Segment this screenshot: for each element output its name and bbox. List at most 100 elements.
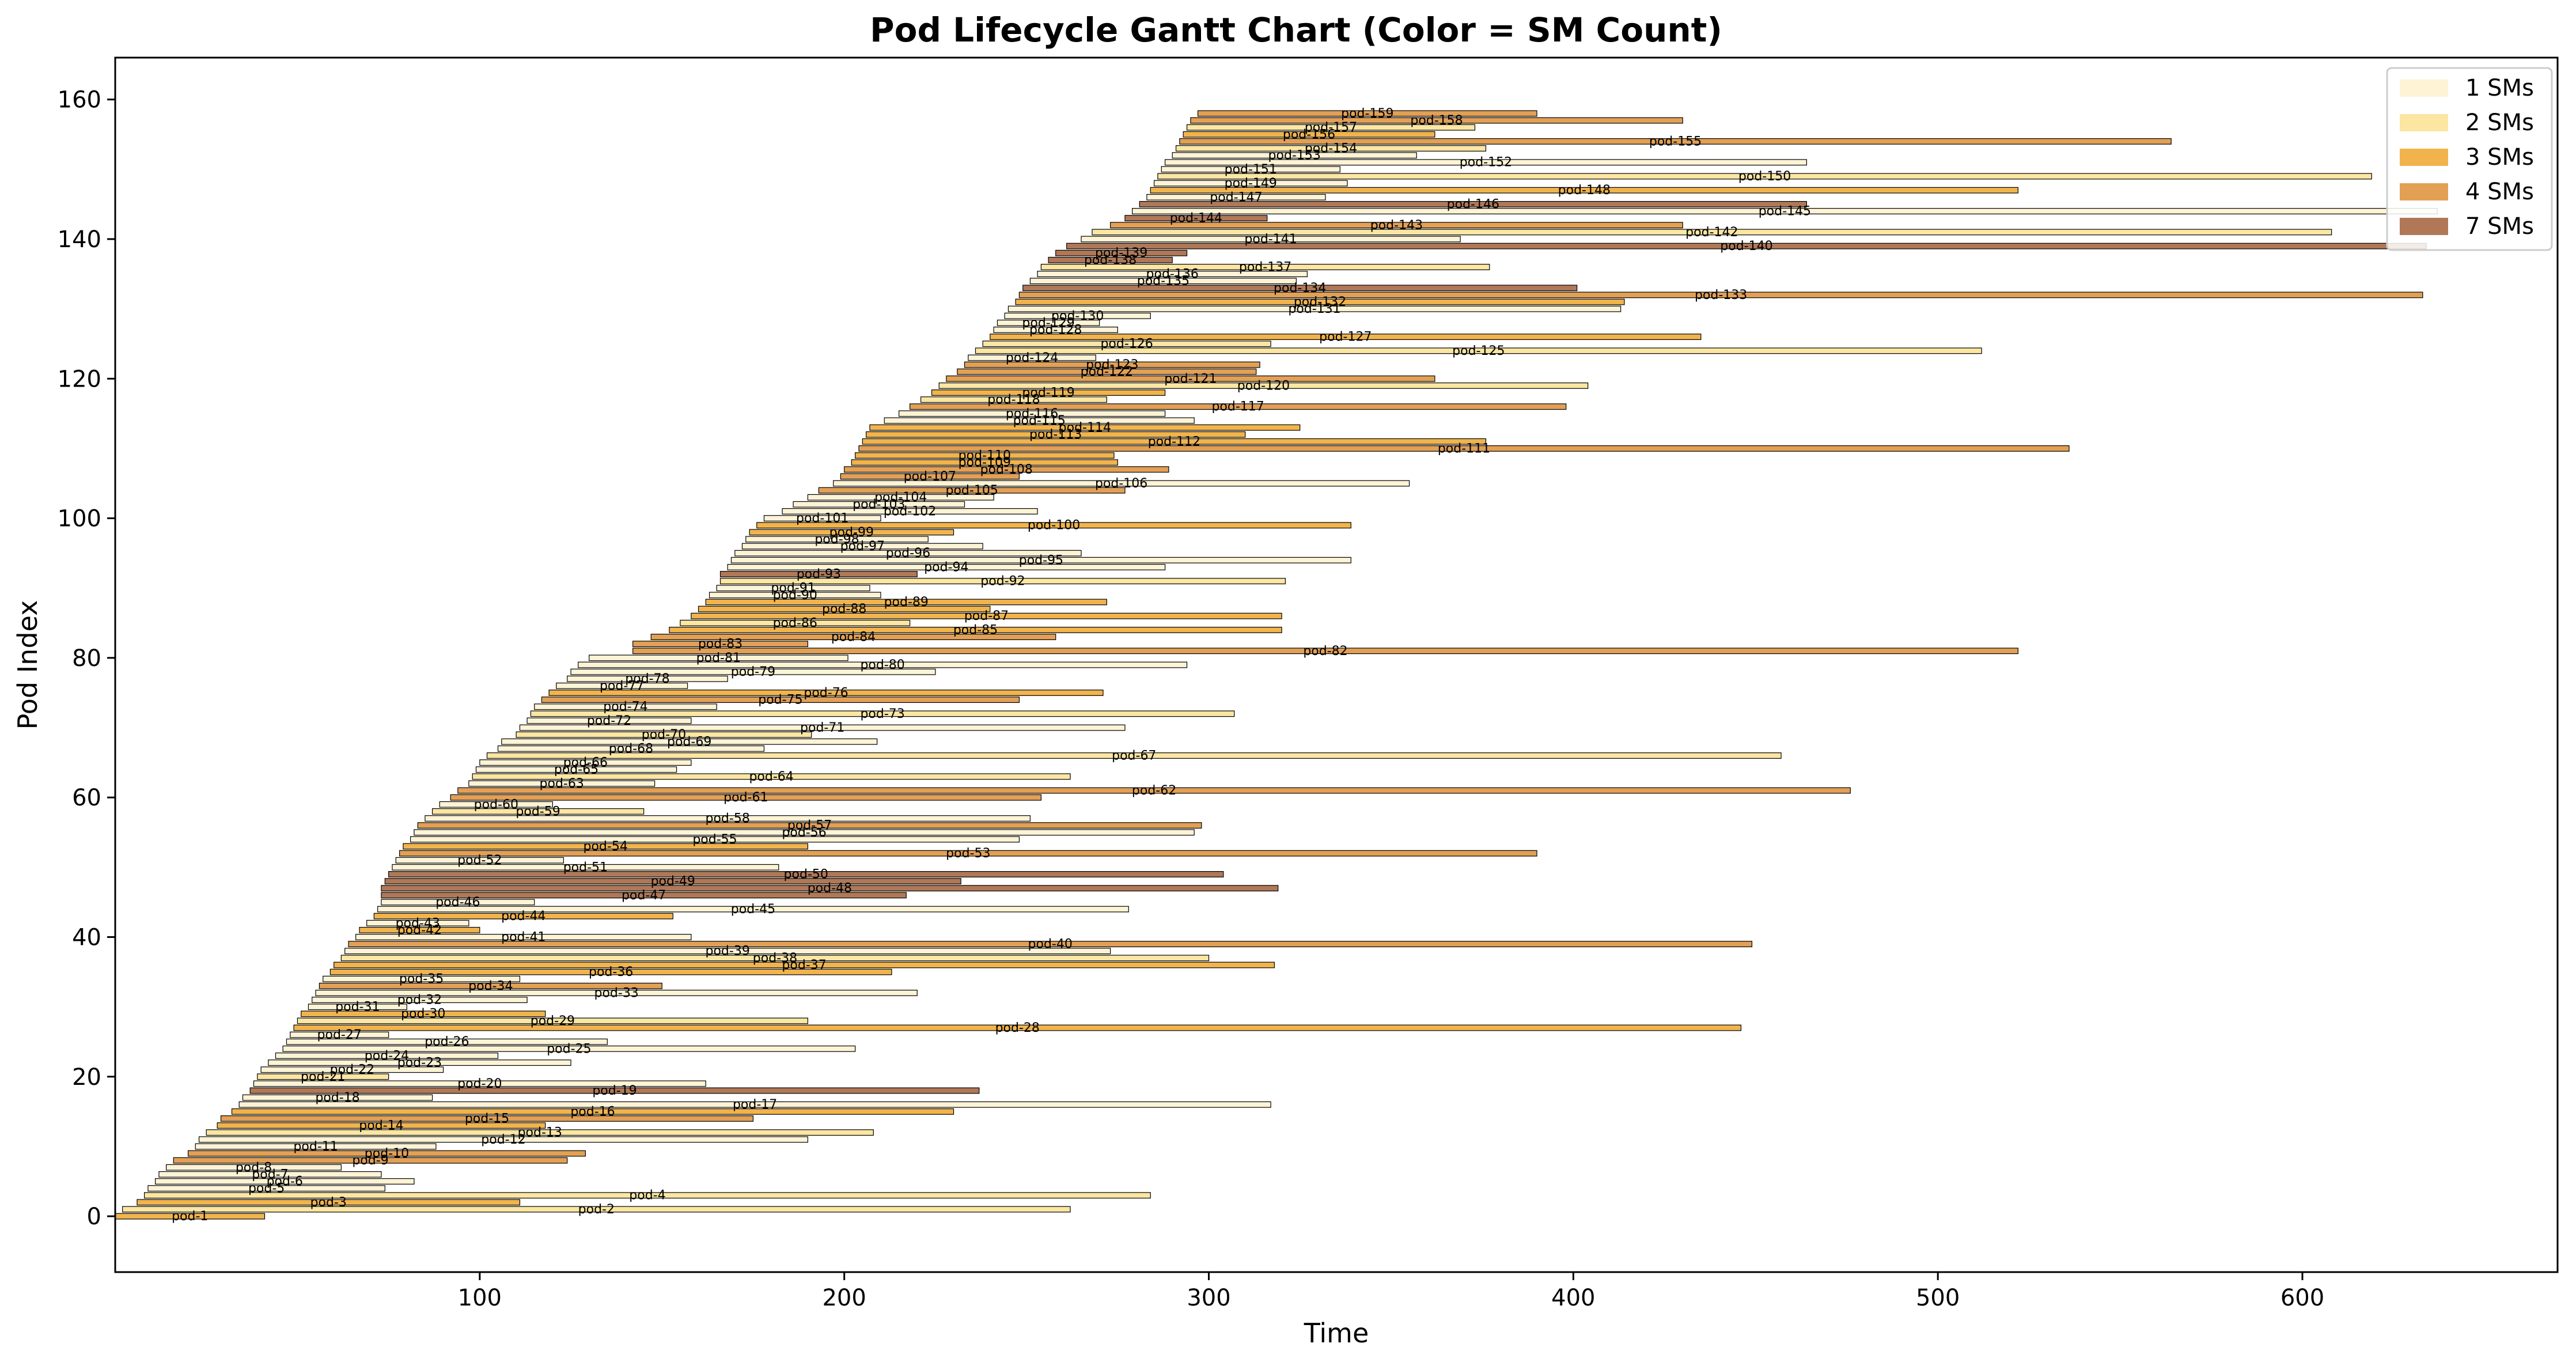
pod-label: pod-142: [1685, 225, 1738, 240]
gantt-bar: [238, 1101, 1271, 1108]
gantt-bar: [315, 989, 918, 996]
pod-label: pod-125: [1452, 344, 1505, 358]
pod-label: pod-141: [1244, 232, 1297, 247]
pod-label: pod-87: [964, 609, 1009, 623]
gantt-bar: [862, 438, 1487, 445]
pod-label: pod-12: [481, 1133, 525, 1147]
gantt-bar: [392, 864, 779, 871]
gantt-bar: [308, 1004, 407, 1011]
pod-label: pod-57: [787, 819, 832, 833]
pod-label: pod-151: [1225, 162, 1277, 177]
gantt-bar: [290, 1031, 389, 1038]
gantt-bar: [541, 697, 1020, 703]
gantt-bar: [323, 975, 521, 982]
gantt-bar: [377, 906, 1129, 913]
gantt-bar: [519, 724, 1126, 731]
gantt-bar: [734, 550, 1082, 557]
pod-label: pod-59: [516, 804, 560, 819]
y-tick-label: 160: [58, 87, 101, 113]
pod-label: pod-124: [1006, 351, 1058, 365]
gantt-bar: [1004, 312, 1151, 319]
pod-label: pod-91: [771, 581, 815, 596]
pod-label: pod-67: [1112, 748, 1156, 763]
pod-label: pod-145: [1759, 205, 1811, 219]
gantt-bar: [137, 1199, 521, 1206]
gantt-bar: [155, 1178, 415, 1185]
pod-label: pod-98: [815, 532, 859, 547]
pod-label: pod-74: [603, 700, 647, 714]
pod-label: pod-101: [796, 512, 848, 526]
gantt-bar: [990, 334, 1702, 340]
gantt-bar: [1110, 222, 1683, 229]
gantt-bar: [319, 982, 662, 989]
gantt-bar: [329, 968, 892, 975]
gantt-bar: [833, 480, 1410, 487]
chart-title: Pod Lifecycle Gantt Chart (Color = SM Co…: [870, 10, 1722, 50]
gantt-bar: [486, 752, 1782, 759]
x-tick-label: 200: [822, 1285, 866, 1311]
gantt-bar: [384, 878, 961, 885]
gantt-bar: [567, 675, 728, 682]
pod-label: pod-155: [1649, 134, 1702, 149]
pod-label: pod-86: [773, 616, 817, 630]
gantt-bar: [869, 424, 1301, 431]
y-tick-label: 40: [72, 924, 101, 951]
pod-label: pod-116: [1006, 407, 1058, 421]
pod-label: pod-20: [457, 1077, 502, 1091]
gantt-bar: [730, 557, 1351, 563]
pod-label: pod-147: [1210, 190, 1262, 205]
gantt-bar: [348, 941, 1753, 948]
gantt-bar: [650, 634, 1056, 640]
gantt-bar: [344, 948, 1111, 955]
pod-label: pod-21: [301, 1070, 345, 1084]
gantt-bar: [719, 571, 918, 577]
gantt-bar: [669, 626, 1282, 633]
pod-label: pod-66: [563, 756, 608, 770]
gantt-bar: [403, 843, 808, 850]
gantt-bar: [1197, 110, 1537, 117]
pod-label: pod-93: [797, 567, 841, 582]
pod-label: pod-39: [706, 944, 750, 959]
pod-label: pod-122: [1081, 365, 1133, 379]
gantt-bar: [472, 773, 1071, 780]
x-axis-label: Time: [1304, 1318, 1369, 1349]
pod-label: pod-76: [804, 686, 848, 700]
gantt-bar: [534, 703, 717, 710]
pod-label: pod-27: [317, 1028, 362, 1042]
pod-label: pod-143: [1370, 218, 1423, 233]
gantt-bar: [1055, 249, 1188, 256]
pod-label: pod-34: [468, 979, 513, 993]
gantt-bar: [381, 892, 907, 899]
pod-label: pod-36: [589, 965, 633, 979]
x-tick-label: 500: [1916, 1285, 1960, 1311]
pod-label: pod-72: [587, 714, 631, 728]
gantt-bar: [1139, 200, 1807, 207]
pod-label: pod-78: [625, 672, 669, 686]
x-tick-label: 300: [1187, 1285, 1230, 1311]
x-tick-label: 600: [2280, 1285, 2324, 1311]
gantt-bar: [1146, 194, 1326, 200]
pod-label: pod-60: [474, 797, 518, 812]
pod-label: pod-14: [359, 1119, 403, 1133]
gantt-bar: [920, 396, 1107, 403]
gantt-bar: [844, 466, 1169, 473]
gantt-bar: [501, 738, 878, 745]
pod-label: pod-26: [425, 1035, 469, 1049]
gantt-bar: [548, 690, 1104, 696]
pod-label: pod-113: [1029, 427, 1082, 442]
gantt-bar: [249, 1087, 980, 1094]
pod-label: pod-25: [547, 1042, 591, 1056]
gantt-bar: [570, 668, 936, 675]
pod-label: pod-104: [874, 490, 927, 505]
pod-label: pod-70: [642, 728, 686, 742]
gantt-bar: [866, 431, 1246, 438]
pod-label: pod-54: [584, 839, 628, 854]
pod-label: pod-135: [1137, 274, 1189, 289]
pod-label: pod-40: [1028, 937, 1073, 952]
gantt-bar: [909, 403, 1567, 410]
gantt-bar: [858, 445, 2070, 452]
pod-label: pod-117: [1211, 400, 1264, 414]
gantt-bar: [691, 612, 1282, 619]
gantt-bar: [147, 1185, 385, 1192]
